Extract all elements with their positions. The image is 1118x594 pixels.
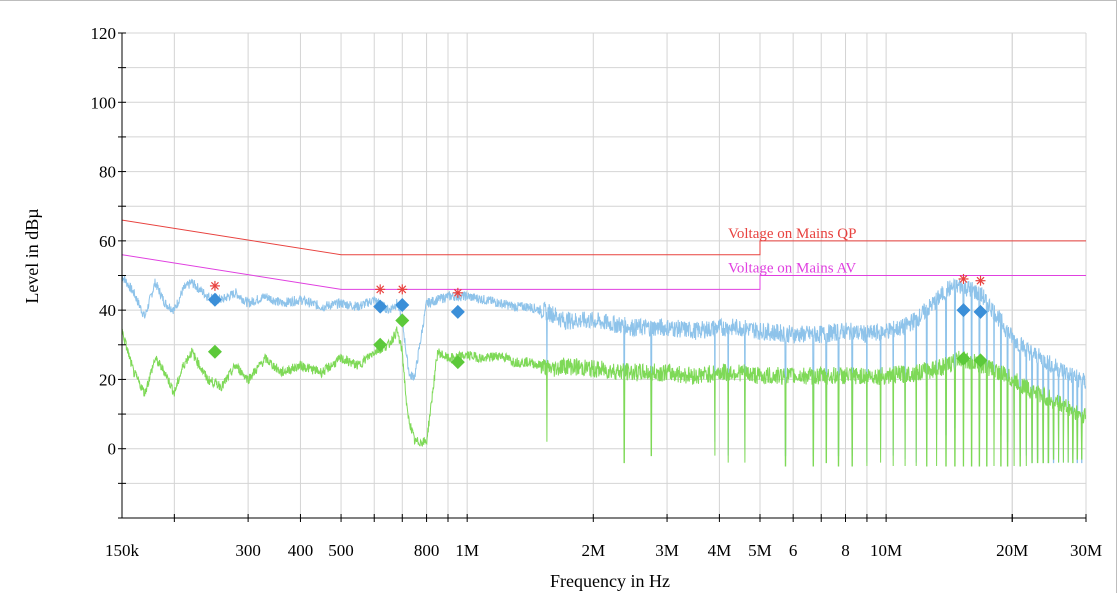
x-tick-label: 400: [288, 541, 314, 560]
x-tick-label: 800: [414, 541, 440, 560]
result-markers: [207, 273, 988, 370]
x-tick-label: 3M: [655, 541, 679, 560]
qp-result-marker: [956, 303, 971, 318]
y-tick-label: 60: [99, 232, 116, 251]
av-result-marker: [450, 355, 465, 370]
x-tick-label: 4M: [708, 541, 732, 560]
x-tick-label: 20M: [996, 541, 1028, 560]
peak-marker: [958, 273, 969, 284]
qp-result-marker: [973, 304, 988, 319]
qp-result-marker: [207, 292, 222, 307]
trace-av: [122, 326, 1086, 467]
x-tick-label: 150k: [105, 541, 140, 560]
limit-lines: Voltage on Mains QP Voltage on Mains AV: [121, 219, 1086, 290]
qp-result-marker: [395, 297, 410, 312]
limit-label-av: Voltage on Mains AV: [728, 261, 856, 277]
x-tick-label: 2M: [581, 541, 605, 560]
limit-line-qp: [121, 219, 1086, 256]
x-tick-label: 8: [841, 541, 850, 560]
av-result-marker: [395, 313, 410, 328]
qp-result-marker: [450, 304, 465, 319]
y-tick-label: 0: [108, 440, 117, 459]
y-tick-label: 40: [99, 301, 116, 320]
y-tick-label: 20: [99, 370, 116, 389]
x-tick-label: 5M: [748, 541, 772, 560]
peak-marker: [209, 280, 220, 291]
axes: 0 20 40 60 80 100 120 150k 300 400 500 800 1M 2M 3M 4M 5…: [91, 24, 1103, 560]
x-tick-label: 6: [789, 541, 798, 560]
limit-label-qp: Voltage on Mains QP: [728, 226, 856, 242]
x-axis-title: Frequency in Hz: [550, 571, 670, 591]
av-result-marker: [207, 344, 222, 359]
y-tick-label: 120: [91, 24, 117, 43]
peak-marker: [375, 284, 386, 295]
trace-qp: [122, 274, 1086, 464]
av-result-marker: [973, 353, 988, 368]
y-tick-label: 100: [91, 93, 117, 112]
y-axis-title: Level in dBµ: [22, 208, 42, 303]
x-tick-label: 500: [328, 541, 354, 560]
y-tick-label: 80: [99, 163, 116, 182]
peak-marker: [452, 287, 463, 298]
x-tick-label: 1M: [455, 541, 479, 560]
x-tick-label: 300: [235, 541, 261, 560]
peak-marker: [975, 275, 986, 286]
limit-line-av: [121, 254, 1086, 290]
x-tick-label: 30M: [1070, 541, 1102, 560]
x-tick-label: 10M: [870, 541, 902, 560]
av-result-marker: [373, 337, 388, 352]
av-result-marker: [956, 351, 971, 366]
peak-marker: [397, 284, 408, 295]
qp-result-marker: [373, 299, 388, 314]
measurement-traces: [122, 274, 1086, 467]
